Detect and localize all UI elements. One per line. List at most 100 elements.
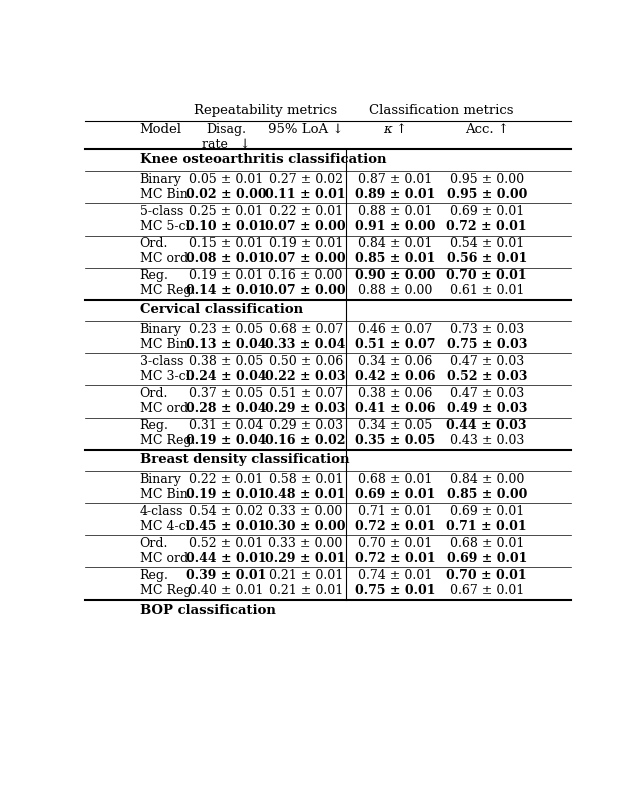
Text: Model: Model <box>140 123 182 136</box>
Text: Reg.: Reg. <box>140 569 168 582</box>
Text: 0.27 ± 0.02: 0.27 ± 0.02 <box>269 173 342 186</box>
Text: 0.19 ± 0.01: 0.19 ± 0.01 <box>189 270 264 282</box>
Text: 0.73 ± 0.03: 0.73 ± 0.03 <box>449 323 524 336</box>
Text: MC ord.: MC ord. <box>140 552 191 565</box>
Text: 0.87 ± 0.01: 0.87 ± 0.01 <box>358 173 432 186</box>
Text: 0.69 ± 0.01: 0.69 ± 0.01 <box>355 488 435 501</box>
Text: 0.38 ± 0.06: 0.38 ± 0.06 <box>358 387 432 400</box>
Text: 0.49 ± 0.03: 0.49 ± 0.03 <box>447 402 527 415</box>
Text: 0.33 ± 0.00: 0.33 ± 0.00 <box>269 537 343 550</box>
Text: 0.51 ± 0.07: 0.51 ± 0.07 <box>269 387 343 400</box>
Text: 0.68 ± 0.01: 0.68 ± 0.01 <box>449 537 524 550</box>
Text: 0.70 ± 0.01: 0.70 ± 0.01 <box>358 537 432 550</box>
Text: 0.72 ± 0.01: 0.72 ± 0.01 <box>355 520 435 533</box>
Text: 0.95 ± 0.00: 0.95 ± 0.00 <box>447 188 527 201</box>
Text: 95% LoA ↓: 95% LoA ↓ <box>268 123 344 136</box>
Text: 0.08 ± 0.01: 0.08 ± 0.01 <box>186 252 267 265</box>
Text: 0.43 ± 0.03: 0.43 ± 0.03 <box>449 434 524 447</box>
Text: MC ord.: MC ord. <box>140 252 191 265</box>
Text: 0.21 ± 0.01: 0.21 ± 0.01 <box>269 584 343 597</box>
Text: 0.75 ± 0.01: 0.75 ± 0.01 <box>355 584 435 597</box>
Text: Disag.
rate   ↓: Disag. rate ↓ <box>202 123 250 151</box>
Text: Binary: Binary <box>140 473 181 486</box>
Text: 0.24 ± 0.04: 0.24 ± 0.04 <box>186 370 267 383</box>
Text: BOP classification: BOP classification <box>140 604 275 618</box>
Text: 0.13 ± 0.04: 0.13 ± 0.04 <box>186 338 267 351</box>
Text: 0.30 ± 0.00: 0.30 ± 0.00 <box>266 520 346 533</box>
Text: 0.19 ± 0.01: 0.19 ± 0.01 <box>186 488 267 501</box>
Text: 0.29 ± 0.03: 0.29 ± 0.03 <box>266 402 346 415</box>
Text: 0.46 ± 0.07: 0.46 ± 0.07 <box>358 323 432 336</box>
Text: Breast density classification: Breast density classification <box>140 453 349 466</box>
Text: 0.91 ± 0.00: 0.91 ± 0.00 <box>355 220 435 233</box>
Text: Ord.: Ord. <box>140 387 168 400</box>
Text: 0.69 ± 0.01: 0.69 ± 0.01 <box>449 205 524 219</box>
Text: MC Reg.: MC Reg. <box>140 434 195 447</box>
Text: κ ↑: κ ↑ <box>383 123 407 136</box>
Text: 0.37 ± 0.05: 0.37 ± 0.05 <box>189 387 264 400</box>
Text: 0.14 ± 0.01: 0.14 ± 0.01 <box>186 284 267 297</box>
Text: 0.33 ± 0.04: 0.33 ± 0.04 <box>266 338 346 351</box>
Text: 0.33 ± 0.00: 0.33 ± 0.00 <box>269 505 343 518</box>
Text: 0.34 ± 0.06: 0.34 ± 0.06 <box>358 355 432 368</box>
Text: 0.45 ± 0.01: 0.45 ± 0.01 <box>186 520 267 533</box>
Text: 0.29 ± 0.01: 0.29 ± 0.01 <box>266 552 346 565</box>
Text: 0.47 ± 0.03: 0.47 ± 0.03 <box>449 355 524 368</box>
Text: 0.21 ± 0.01: 0.21 ± 0.01 <box>269 569 343 582</box>
Text: 0.25 ± 0.01: 0.25 ± 0.01 <box>189 205 264 219</box>
Text: 0.39 ± 0.01: 0.39 ± 0.01 <box>186 569 266 582</box>
Text: 0.84 ± 0.00: 0.84 ± 0.00 <box>449 473 524 486</box>
Text: 0.74 ± 0.01: 0.74 ± 0.01 <box>358 569 432 582</box>
Text: 0.90 ± 0.00: 0.90 ± 0.00 <box>355 270 435 282</box>
Text: 0.41 ± 0.06: 0.41 ± 0.06 <box>355 402 435 415</box>
Text: 0.52 ± 0.01: 0.52 ± 0.01 <box>189 537 264 550</box>
Text: 0.70 ± 0.01: 0.70 ± 0.01 <box>447 270 527 282</box>
Text: 0.71 ± 0.01: 0.71 ± 0.01 <box>358 505 432 518</box>
Text: 0.31 ± 0.04: 0.31 ± 0.04 <box>189 419 264 432</box>
Text: 0.07 ± 0.00: 0.07 ± 0.00 <box>266 252 346 265</box>
Text: 0.07 ± 0.00: 0.07 ± 0.00 <box>266 220 346 233</box>
Text: MC ord.: MC ord. <box>140 402 191 415</box>
Text: 0.61 ± 0.01: 0.61 ± 0.01 <box>449 284 524 297</box>
Text: 0.22 ± 0.01: 0.22 ± 0.01 <box>269 205 343 219</box>
Text: 0.95 ± 0.00: 0.95 ± 0.00 <box>450 173 524 186</box>
Text: 0.54 ± 0.01: 0.54 ± 0.01 <box>449 237 524 250</box>
Text: 0.19 ± 0.04: 0.19 ± 0.04 <box>186 434 267 447</box>
Text: MC Bin.: MC Bin. <box>140 338 191 351</box>
Text: 0.11 ± 0.01: 0.11 ± 0.01 <box>266 188 346 201</box>
Text: 0.19 ± 0.01: 0.19 ± 0.01 <box>269 237 343 250</box>
Text: 0.16 ± 0.00: 0.16 ± 0.00 <box>269 270 343 282</box>
Text: 0.51 ± 0.07: 0.51 ± 0.07 <box>355 338 435 351</box>
Text: 0.15 ± 0.01: 0.15 ± 0.01 <box>189 237 264 250</box>
Text: Ord.: Ord. <box>140 237 168 250</box>
Text: Knee osteoarthritis classification: Knee osteoarthritis classification <box>140 153 386 166</box>
Text: MC Bin.: MC Bin. <box>140 188 191 201</box>
Text: 0.69 ± 0.01: 0.69 ± 0.01 <box>447 552 527 565</box>
Text: 0.44 ± 0.01: 0.44 ± 0.01 <box>186 552 267 565</box>
Text: 0.10 ± 0.01: 0.10 ± 0.01 <box>186 220 267 233</box>
Text: 0.89 ± 0.01: 0.89 ± 0.01 <box>355 188 435 201</box>
Text: 0.44 ± 0.03: 0.44 ± 0.03 <box>447 419 527 432</box>
Text: 0.75 ± 0.03: 0.75 ± 0.03 <box>447 338 527 351</box>
Text: Ord.: Ord. <box>140 537 168 550</box>
Text: Acc. ↑: Acc. ↑ <box>465 123 509 136</box>
Text: 0.07 ± 0.00: 0.07 ± 0.00 <box>266 284 346 297</box>
Text: 0.16 ± 0.02: 0.16 ± 0.02 <box>266 434 346 447</box>
Text: 0.56 ± 0.01: 0.56 ± 0.01 <box>447 252 527 265</box>
Text: 0.67 ± 0.01: 0.67 ± 0.01 <box>449 584 524 597</box>
Text: 0.88 ± 0.00: 0.88 ± 0.00 <box>358 284 432 297</box>
Text: 0.70 ± 0.01: 0.70 ± 0.01 <box>447 569 527 582</box>
Text: Cervical classification: Cervical classification <box>140 303 303 316</box>
Text: 0.69 ± 0.01: 0.69 ± 0.01 <box>449 505 524 518</box>
Text: 0.28 ± 0.04: 0.28 ± 0.04 <box>186 402 267 415</box>
Text: 0.68 ± 0.07: 0.68 ± 0.07 <box>269 323 343 336</box>
Text: MC Bin.: MC Bin. <box>140 488 191 501</box>
Text: Classification metrics: Classification metrics <box>369 104 513 117</box>
Text: Binary: Binary <box>140 173 181 186</box>
Text: MC 4-cl.: MC 4-cl. <box>140 520 193 533</box>
Text: 0.29 ± 0.03: 0.29 ± 0.03 <box>269 419 343 432</box>
Text: MC Reg.: MC Reg. <box>140 284 195 297</box>
Text: 0.48 ± 0.01: 0.48 ± 0.01 <box>266 488 346 501</box>
Text: 0.02 ± 0.00: 0.02 ± 0.00 <box>186 188 267 201</box>
Text: 4-class: 4-class <box>140 505 183 518</box>
